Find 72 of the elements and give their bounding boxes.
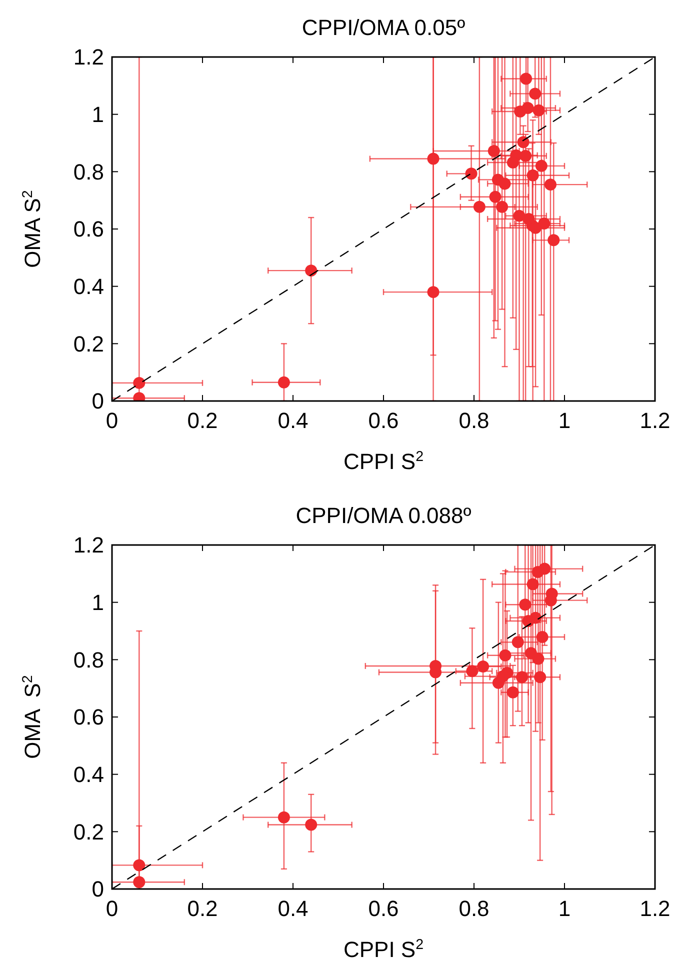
x-tick-label: 0.8	[458, 896, 490, 921]
point	[536, 631, 548, 644]
point	[513, 210, 526, 222]
x-tick-label: 1	[558, 408, 571, 433]
y-tick-label: 0.2	[73, 819, 104, 844]
point	[520, 150, 532, 162]
point	[538, 562, 551, 575]
x-tick-label: 1.2	[640, 896, 670, 921]
point	[530, 222, 542, 234]
point	[496, 200, 508, 213]
point	[133, 859, 146, 872]
y-tick-label: 0.2	[73, 331, 104, 356]
point	[133, 376, 146, 389]
y-tick-label: 0.4	[73, 762, 104, 788]
x-axis-title: CPPI S$^{2}$	[343, 937, 424, 962]
y-tick-label: 1	[92, 102, 104, 128]
x-tick-label: 0.4	[278, 408, 308, 433]
point	[522, 102, 534, 114]
y-tick-label: 1	[92, 590, 104, 616]
point	[477, 660, 490, 673]
x-tick-label: 0.6	[368, 408, 399, 433]
point	[526, 578, 539, 590]
chart-title: CPPI/OMA 0.088º	[296, 503, 472, 528]
y-tick-label: 0	[92, 876, 104, 902]
point	[529, 88, 542, 100]
y-tick-label: 1.2	[73, 44, 104, 70]
point	[499, 649, 512, 662]
point	[465, 168, 478, 180]
point	[506, 686, 519, 698]
y-tick-label: 0	[92, 388, 104, 414]
point	[535, 160, 548, 172]
y-tick-label: 0.6	[73, 704, 104, 730]
y-tick-label: 1.2	[73, 532, 104, 558]
point	[506, 156, 519, 168]
point	[278, 811, 290, 824]
x-tick-label: 1.2	[640, 408, 670, 433]
y-tick-label: 0.6	[73, 216, 104, 242]
point	[532, 652, 544, 665]
point	[133, 876, 146, 888]
point	[305, 264, 318, 277]
chart-title: CPPI/OMA 0.05º	[302, 15, 466, 40]
x-tick-label: 0.6	[368, 896, 399, 921]
point	[526, 169, 539, 182]
y-tick-label: 0.8	[73, 647, 104, 672]
point	[512, 636, 524, 648]
point	[534, 671, 546, 684]
point	[466, 665, 478, 678]
point	[489, 190, 502, 203]
x-tick-label: 0.2	[187, 896, 218, 921]
point	[278, 376, 290, 388]
point	[498, 178, 511, 190]
y-tick-label: 0.4	[73, 274, 104, 300]
point	[522, 614, 534, 627]
point	[516, 671, 528, 684]
x-axis-title: CPPI S$^{2}$	[343, 449, 424, 474]
point	[520, 72, 532, 85]
point	[427, 286, 440, 298]
point	[305, 818, 318, 831]
x-tick-label: 1	[558, 896, 571, 921]
point	[544, 178, 556, 191]
point	[473, 200, 486, 213]
point	[492, 676, 504, 689]
point	[519, 598, 532, 611]
point	[548, 234, 560, 246]
x-tick-label: 0.8	[458, 408, 490, 433]
point	[517, 136, 530, 148]
x-tick-label: 0.2	[187, 408, 218, 433]
point	[427, 152, 440, 165]
x-tick-label: 0.4	[278, 896, 308, 921]
point	[532, 104, 545, 116]
point	[488, 145, 500, 158]
y-tick-label: 0.8	[73, 159, 104, 184]
